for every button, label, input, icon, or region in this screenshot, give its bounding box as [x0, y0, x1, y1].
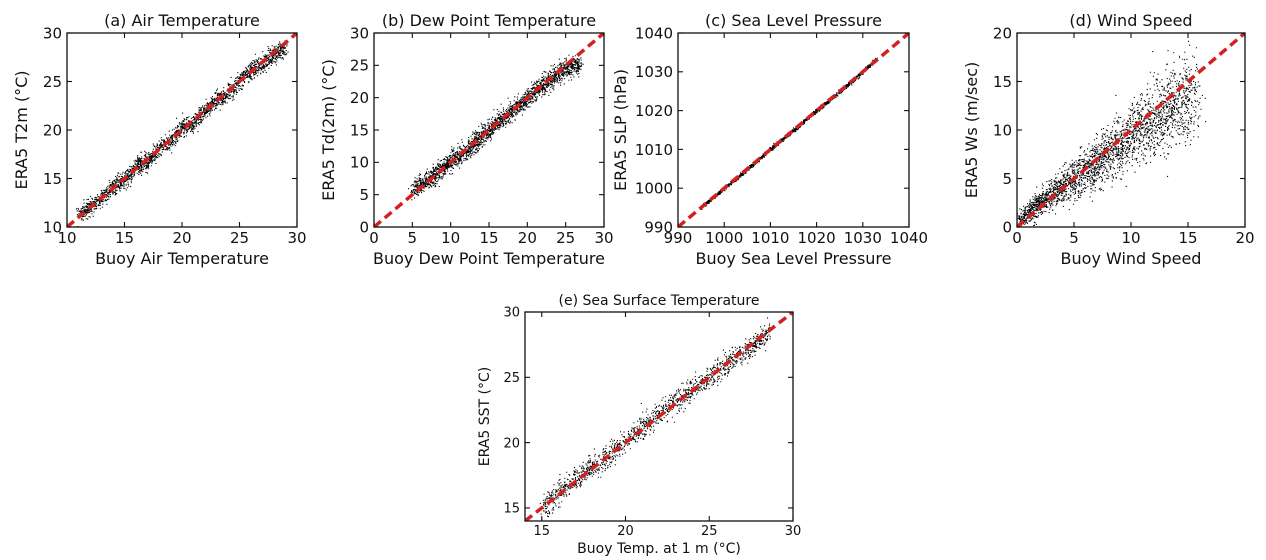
x-axis-label: Buoy Wind Speed — [1061, 249, 1202, 268]
x-tick-label: 990 — [664, 229, 693, 247]
x-tick-label: 0 — [369, 229, 379, 247]
y-tick-label: 20 — [43, 121, 62, 139]
y-tick-label: 30 — [503, 306, 520, 321]
y-tick-label: 1040 — [635, 24, 673, 42]
y-tick-label: 5 — [1002, 170, 1012, 188]
y-tick-label: 990 — [644, 218, 673, 236]
x-tick-label: 25 — [556, 229, 575, 247]
x-axis-label: Buoy Dew Point Temperature — [373, 249, 605, 268]
y-tick-label: 25 — [503, 371, 520, 386]
y-axis-label: ERA5 T2m (°C) — [12, 70, 31, 189]
x-tick-label: 10 — [57, 229, 76, 247]
y-tick-label: 1030 — [635, 63, 673, 81]
y-tick-label: 20 — [993, 24, 1012, 42]
panel-sst: 15 20 25 30 15 20 25 30 (e) Sea Surface Temperat… — [477, 293, 801, 557]
x-tick-label: 20 — [1235, 229, 1254, 247]
y-tick-label: 25 — [350, 57, 369, 75]
x-tick-label: 25 — [230, 229, 249, 247]
x-axis-label: Buoy Air Temperature — [95, 249, 269, 268]
x-tick-label: 20 — [617, 524, 634, 539]
x-tick-label: 0 — [1012, 229, 1022, 247]
x-tick-label: 15 — [1178, 229, 1197, 247]
x-tick-label: 15 — [533, 524, 550, 539]
chart-title: (a) Air Temperature — [104, 11, 260, 30]
one-to-one-line — [374, 33, 604, 227]
y-tick-label: 10 — [350, 154, 369, 172]
x-tick-label: 20 — [172, 229, 191, 247]
scatter-points — [539, 317, 771, 520]
x-tick-label: 1040 — [890, 229, 928, 247]
chart-title: (e) Sea Surface Temperature — [559, 293, 760, 309]
y-tick-label: 10 — [993, 121, 1012, 139]
chart-title: (c) Sea Level Pressure — [705, 11, 882, 30]
y-tick-label: 20 — [350, 89, 369, 107]
y-axis-label: ERA5 SLP (hPa) — [611, 69, 630, 191]
y-tick-label: 30 — [43, 24, 62, 42]
panel-sea-level-pressure: 990 1000 1010 1020 1030 1040 990 1000 1010 1020 10… — [611, 11, 928, 268]
y-tick-label: 30 — [350, 24, 369, 42]
y-tick-label: 1000 — [635, 180, 673, 198]
y-tick-label: 1020 — [635, 102, 673, 120]
one-to-one-line — [678, 33, 909, 227]
x-tick-label: 1010 — [751, 229, 789, 247]
one-to-one-line — [67, 33, 297, 227]
scatter-points — [1017, 40, 1207, 227]
y-tick-label: 20 — [503, 436, 520, 451]
x-tick-label: 5 — [408, 229, 418, 247]
x-tick-label: 25 — [701, 524, 718, 539]
x-tick-label: 5 — [1069, 229, 1079, 247]
panel-dew-point: 0 5 10 15 20 25 30 0 5 10 15 20 25 30 (b) Dew Point Te… — [319, 11, 614, 268]
chart-title: (d) Wind Speed — [1069, 11, 1192, 30]
y-tick-label: 15 — [993, 73, 1012, 91]
scatter-marks — [1017, 40, 1207, 227]
y-tick-label: 15 — [350, 121, 369, 139]
y-tick-label: 15 — [503, 502, 520, 517]
x-tick-label: 1000 — [705, 229, 743, 247]
x-tick-label: 30 — [287, 229, 306, 247]
y-tick-label: 1010 — [635, 141, 673, 159]
x-tick-label: 15 — [115, 229, 134, 247]
panel-air-temperature: 10 15 20 25 30 10 15 20 25 30 (a) Air Temperature B… — [12, 11, 307, 268]
y-tick-label: 15 — [43, 170, 62, 188]
x-axis-label: Buoy Temp. at 1 m (°C) — [577, 541, 741, 557]
y-axis-label: ERA5 Ws (m/sec) — [962, 62, 981, 198]
x-axis-label: Buoy Sea Level Pressure — [696, 249, 892, 268]
y-tick-label: 0 — [1002, 218, 1012, 236]
x-tick-label: 1030 — [844, 229, 882, 247]
y-axis-label: ERA5 SST (°C) — [477, 367, 493, 466]
one-to-one-line — [1017, 33, 1245, 227]
panel-wind-speed: 0 5 10 15 20 0 5 10 15 20 (d) Wind Speed Buoy Wind … — [962, 11, 1255, 268]
y-tick-label: 0 — [359, 218, 369, 236]
x-tick-label: 20 — [518, 229, 537, 247]
y-tick-label: 25 — [43, 73, 62, 91]
x-tick-label: 15 — [479, 229, 498, 247]
x-tick-label: 10 — [441, 229, 460, 247]
y-tick-label: 10 — [43, 218, 62, 236]
x-tick-label: 30 — [594, 229, 613, 247]
y-axis-label: ERA5 Td(2m) (°C) — [319, 59, 338, 201]
plot-frame — [524, 311, 794, 522]
x-tick-label: 30 — [785, 524, 802, 539]
x-tick-label: 10 — [1121, 229, 1140, 247]
y-tick-label: 5 — [359, 186, 369, 204]
plot-frame — [677, 32, 910, 228]
x-tick-label: 1020 — [798, 229, 836, 247]
scatter-marks — [539, 317, 771, 520]
chart-title: (b) Dew Point Temperature — [382, 11, 596, 30]
one-to-one-line — [525, 312, 793, 521]
